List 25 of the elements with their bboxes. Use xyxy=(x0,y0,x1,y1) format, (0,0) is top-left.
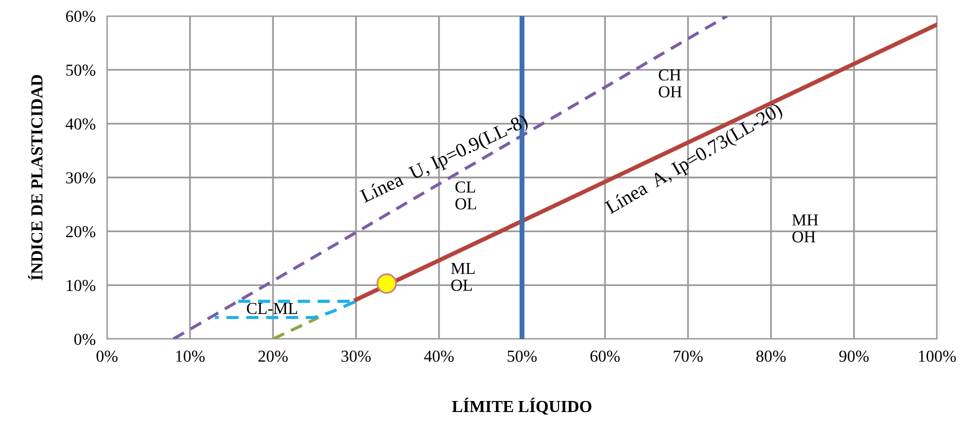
x-tick-label: 60% xyxy=(590,350,620,362)
x-tick-label: 30% xyxy=(342,350,371,362)
x-tick-label: 50% xyxy=(508,350,537,362)
y-tick-label: 40% xyxy=(66,118,96,130)
x-tick-label: 70% xyxy=(674,350,703,362)
annotation: ML OL xyxy=(451,262,475,291)
x-tick-label: 100% xyxy=(919,350,956,362)
x-axis-title: LÍMITE LÍQUIDO xyxy=(452,398,592,415)
y-axis-title: ÍNDICE DE PLASTICIDAD xyxy=(28,75,43,280)
annotation: MH OH xyxy=(792,214,818,242)
y-tick-label: 50% xyxy=(66,64,96,76)
x-tick-label: 0% xyxy=(96,350,118,362)
annotation: CL-ML xyxy=(246,302,298,314)
x-tick-label: 90% xyxy=(839,350,869,362)
x-tick-label: 20% xyxy=(258,350,288,362)
y-tick-label: 10% xyxy=(66,280,96,292)
y-tick-label: 0% xyxy=(74,334,96,345)
y-tick-label: 20% xyxy=(66,226,96,238)
y-tick-label: 30% xyxy=(66,172,96,184)
annotation: CL OL xyxy=(455,181,476,210)
x-tick-label: 80% xyxy=(756,350,786,362)
annotation: CH OH xyxy=(658,69,682,98)
x-tick-label: 10% xyxy=(176,350,205,362)
y-tick-label: 60% xyxy=(66,10,96,22)
x-tick-label: 40% xyxy=(424,350,454,362)
